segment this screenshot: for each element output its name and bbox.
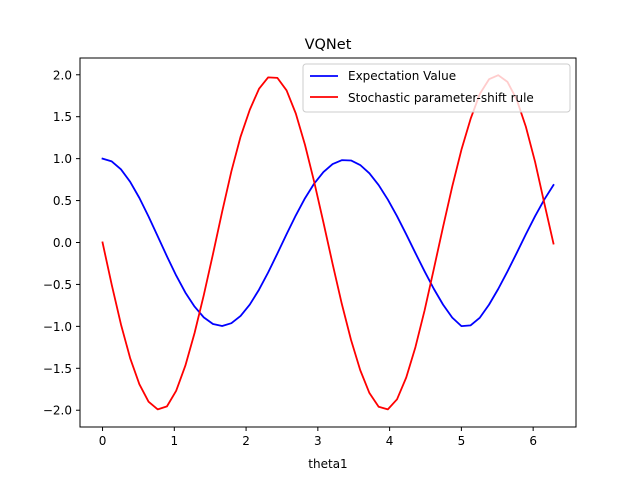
y-tick-label: 2.0 bbox=[53, 68, 72, 82]
y-tick-label: −0.5 bbox=[43, 278, 72, 292]
y-tick-label: 1.0 bbox=[53, 152, 72, 166]
x-tick-label: 3 bbox=[314, 434, 322, 448]
legend-label-parameter-shift: Stochastic parameter-shift rule bbox=[348, 91, 534, 105]
axis-ticks: 0 1 2 3 4 5 6 −2.0 −1.5 −1.0 −0.5 0.0 0.5 1.0 1.5 2.0 bbox=[43, 68, 537, 448]
plot-area-frame bbox=[79, 57, 577, 428]
x-tick-label: 5 bbox=[458, 434, 466, 448]
chart-title: VQNet bbox=[305, 37, 352, 53]
legend-box bbox=[302, 63, 571, 113]
x-tick-label: 4 bbox=[386, 434, 394, 448]
series-line-0 bbox=[101, 157, 555, 328]
x-axis-label: theta1 bbox=[308, 457, 347, 471]
legend-label-expectation: Expectation Value bbox=[348, 69, 456, 83]
x-tick-label: 2 bbox=[242, 434, 250, 448]
x-tick-label: 6 bbox=[529, 434, 537, 448]
legend: Expectation Value Stochastic parameter-s… bbox=[302, 63, 571, 113]
x-tick-label: 0 bbox=[99, 434, 107, 448]
y-tick-label: 0.0 bbox=[53, 236, 72, 250]
y-tick-label: −1.0 bbox=[43, 320, 72, 334]
y-tick-label: 0.5 bbox=[53, 194, 72, 208]
y-tick-label: 1.5 bbox=[53, 110, 72, 124]
y-tick-label: −2.0 bbox=[43, 404, 72, 418]
x-tick-label: 1 bbox=[170, 434, 178, 448]
y-tick-label: −1.5 bbox=[43, 362, 72, 376]
